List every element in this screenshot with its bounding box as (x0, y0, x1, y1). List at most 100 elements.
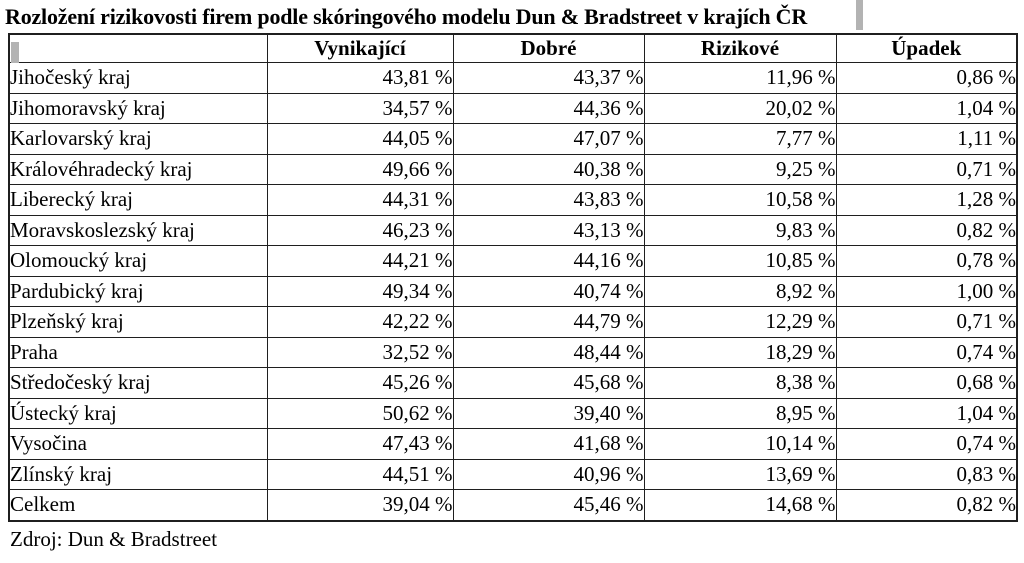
value-cell: 0,71 % (835, 153, 1018, 185)
value-cell: 0,68 % (835, 367, 1018, 399)
header-rizikove: Rizikové (643, 33, 837, 63)
value-cell: 9,83 % (643, 214, 837, 246)
value-cell: 0,71 % (835, 306, 1018, 338)
table-row: Pardubický kraj 49,34 % 40,74 % 8,92 % 1,00 … (8, 275, 1018, 307)
region-cell: Středočeský kraj (8, 367, 268, 399)
table-row: Středočeský kraj 45,26 % 45,68 % 8,38 % 0,68… (8, 367, 1018, 399)
value-cell: 43,81 % (266, 62, 454, 94)
value-cell: 47,43 % (266, 428, 454, 460)
value-cell: 1,00 % (835, 275, 1018, 307)
value-cell: 48,44 % (452, 336, 645, 368)
value-cell: 45,26 % (266, 367, 454, 399)
value-cell: 1,04 % (835, 92, 1018, 124)
region-cell: Plzeňský kraj (8, 306, 268, 338)
value-cell: 18,29 % (643, 336, 837, 368)
value-cell: 44,36 % (452, 92, 645, 124)
value-cell: 44,21 % (266, 245, 454, 277)
value-cell: 43,83 % (452, 184, 645, 216)
value-cell: 13,69 % (643, 458, 837, 490)
value-cell: 7,77 % (643, 123, 837, 155)
value-cell: 1,11 % (835, 123, 1018, 155)
value-cell: 39,04 % (266, 489, 454, 521)
table-body: Jihočeský kraj 43,81 % 43,37 % 11,96 % 0,86 … (8, 62, 1018, 521)
value-cell: 44,51 % (266, 458, 454, 490)
value-cell: 8,95 % (643, 397, 837, 429)
region-cell: Karlovarský kraj (8, 123, 268, 155)
header-vynikajici: Vynikající (266, 33, 454, 63)
table-row: Jihomoravský kraj 34,57 % 44,36 % 20,02 % 1,… (8, 92, 1018, 124)
value-cell: 43,13 % (452, 214, 645, 246)
value-cell: 49,34 % (266, 275, 454, 307)
value-cell: 41,68 % (452, 428, 645, 460)
value-cell: 10,14 % (643, 428, 837, 460)
region-cell: Jihomoravský kraj (8, 92, 268, 124)
table-row: Ústecký kraj 50,62 % 39,40 % 8,95 % 1,04 % (8, 397, 1018, 429)
page-title: Rozložení rizikovosti firem podle skórin… (5, 4, 808, 29)
value-cell: 1,04 % (835, 397, 1018, 429)
region-cell: Praha (8, 336, 268, 368)
table-row: Vysočina 47,43 % 41,68 % 10,14 % 0,74 % (8, 428, 1018, 460)
value-cell: 11,96 % (643, 62, 837, 94)
title-cursor-artifact (856, 0, 863, 30)
table-row: Karlovarský kraj 44,05 % 47,07 % 7,77 % 1,11… (8, 123, 1018, 155)
value-cell: 9,25 % (643, 153, 837, 185)
value-cell: 0,82 % (835, 214, 1018, 246)
value-cell: 32,52 % (266, 336, 454, 368)
value-cell: 0,74 % (835, 428, 1018, 460)
value-cell: 0,74 % (835, 336, 1018, 368)
value-cell: 1,28 % (835, 184, 1018, 216)
risk-distribution-table: Vynikající Dobré Rizikové Úpadek Jihočes… (8, 33, 1018, 522)
header-dobre: Dobré (452, 33, 645, 63)
value-cell: 40,38 % (452, 153, 645, 185)
value-cell: 45,68 % (452, 367, 645, 399)
value-cell: 10,85 % (643, 245, 837, 277)
region-cell: Zlínský kraj (8, 458, 268, 490)
region-cell: Ústecký kraj (8, 397, 268, 429)
value-cell: 20,02 % (643, 92, 837, 124)
value-cell: 14,68 % (643, 489, 837, 521)
table-row: Zlínský kraj 44,51 % 40,96 % 13,69 % 0,83 % (8, 458, 1018, 490)
value-cell: 0,82 % (835, 489, 1018, 521)
value-cell: 8,92 % (643, 275, 837, 307)
table-row: Liberecký kraj 44,31 % 43,83 % 10,58 % 1,28 … (8, 184, 1018, 216)
table-row: Jihočeský kraj 43,81 % 43,37 % 11,96 % 0,86 … (8, 62, 1018, 94)
region-cell: Královéhradecký kraj (8, 153, 268, 185)
table-row: Královéhradecký kraj 49,66 % 40,38 % 9,25 %… (8, 153, 1018, 185)
value-cell: 46,23 % (266, 214, 454, 246)
document-page: Rozložení rizikovosti firem podle skórin… (5, 0, 1018, 551)
table-row: Moravskoslezský kraj 46,23 % 43,13 % 9,83 %… (8, 214, 1018, 246)
region-cell: Jihočeský kraj (8, 62, 268, 94)
source-note: Zdroj: Dun & Bradstreet (10, 526, 218, 551)
region-cell: Celkem (8, 489, 268, 521)
header-row: Vynikající Dobré Rizikové Úpadek (8, 33, 1018, 63)
value-cell: 40,74 % (452, 275, 645, 307)
header-blank (8, 33, 268, 63)
value-cell: 34,57 % (266, 92, 454, 124)
value-cell: 49,66 % (266, 153, 454, 185)
value-cell: 43,37 % (452, 62, 645, 94)
table-row: Plzeňský kraj 42,22 % 44,79 % 12,29 % 0,71 % (8, 306, 1018, 338)
value-cell: 44,16 % (452, 245, 645, 277)
region-cell: Moravskoslezský kraj (8, 214, 268, 246)
value-cell: 39,40 % (452, 397, 645, 429)
value-cell: 42,22 % (266, 306, 454, 338)
header-upadek: Úpadek (835, 33, 1018, 63)
value-cell: 0,78 % (835, 245, 1018, 277)
region-cell: Vysočina (8, 428, 268, 460)
region-cell: Pardubický kraj (8, 275, 268, 307)
value-cell: 0,86 % (835, 62, 1018, 94)
table-row: Celkem 39,04 % 45,46 % 14,68 % 0,82 % (8, 489, 1018, 521)
value-cell: 40,96 % (452, 458, 645, 490)
value-cell: 8,38 % (643, 367, 837, 399)
value-cell: 45,46 % (452, 489, 645, 521)
value-cell: 50,62 % (266, 397, 454, 429)
value-cell: 10,58 % (643, 184, 837, 216)
value-cell: 12,29 % (643, 306, 837, 338)
region-cell: Liberecký kraj (8, 184, 268, 216)
value-cell: 47,07 % (452, 123, 645, 155)
value-cell: 0,83 % (835, 458, 1018, 490)
value-cell: 44,31 % (266, 184, 454, 216)
table-row: Praha 32,52 % 48,44 % 18,29 % 0,74 % (8, 336, 1018, 368)
value-cell: 44,79 % (452, 306, 645, 338)
table-row: Olomoucký kraj 44,21 % 44,16 % 10,85 % 0,78 … (8, 245, 1018, 277)
